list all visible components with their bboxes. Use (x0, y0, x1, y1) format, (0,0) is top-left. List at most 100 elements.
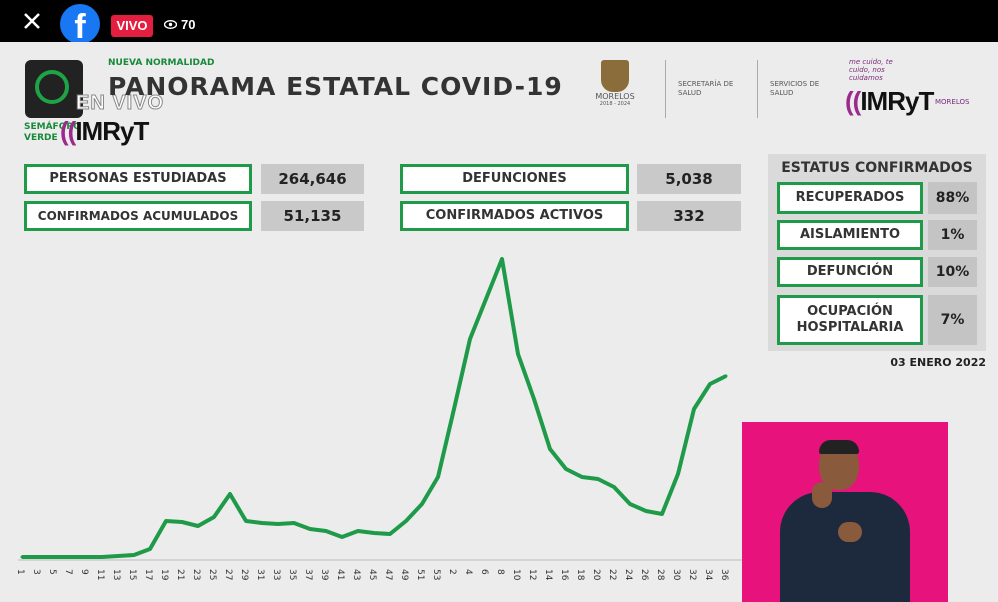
stat-value-activos: 332 (637, 201, 741, 231)
chart-tick-label: 29 (239, 569, 249, 581)
chart-point (580, 475, 584, 479)
estatus-label-defuncion: DEFUNCIÓN (777, 257, 923, 287)
chart-tick-label: 35 (287, 569, 297, 580)
chart-point (148, 547, 152, 551)
chart-tick-label: 4 (463, 569, 473, 575)
chart-point (564, 467, 568, 471)
page-subtitle: NUEVA NORMALIDAD (108, 58, 215, 68)
chart-tick-label: 12 (527, 569, 537, 580)
chart-point (276, 522, 280, 526)
chart-point (36, 555, 40, 559)
estatus-title: ESTATUS CONFIRMADOS (781, 160, 973, 176)
chart-tick-label: 30 (671, 569, 681, 581)
report-date: 03 ENERO 2022 (890, 356, 986, 369)
eye-icon (164, 20, 177, 29)
chart-tick-label: 45 (367, 569, 377, 580)
chart-tick-label: 51 (415, 569, 425, 580)
chart-point (628, 502, 632, 506)
chart-point (388, 532, 392, 536)
chart-point (68, 555, 72, 559)
stat-label-estudiadas: PERSONAS ESTUDIADAS (24, 164, 252, 194)
chart-tick-label: 36 (719, 569, 729, 581)
chart-tick-label: 20 (591, 569, 601, 581)
chart-tick-label: 27 (223, 569, 233, 580)
estatus-value-defuncion: 10% (928, 257, 977, 287)
chart-point (260, 521, 264, 525)
estatus-value-ocupacion: 7% (928, 295, 977, 345)
servicios-logo: SERVICIOS DE SALUD (770, 80, 820, 97)
chart-point (180, 520, 184, 524)
live-badge: VIVO (111, 15, 153, 37)
chart-tick-label: 3 (31, 569, 41, 575)
close-icon[interactable] (22, 11, 42, 31)
chart-tick-label: 21 (175, 569, 185, 580)
chart-point (660, 512, 664, 516)
morelos-logo-right: MORELOS (935, 98, 970, 106)
semaforo-logo (25, 60, 83, 118)
chart-point (644, 509, 648, 513)
chart-tick-label: 31 (255, 569, 265, 580)
stat-label-activos: CONFIRMADOS ACTIVOS (400, 201, 629, 231)
slogan-logo: me cuido, te cuido, nos cuidamos (849, 58, 893, 82)
imryt-logo-left: ((IMRyT (60, 116, 149, 146)
chart-tick-label: 6 (479, 569, 489, 575)
chart-tick-label: 28 (655, 569, 665, 581)
cases-line-chart: 1 3 5 7 9 11 13 15 17 19 21 23 25 27 29 31 33 35 37 39 41 43 4… (15, 257, 742, 581)
morelos-logo: MORELOS 2018 - 2024 (585, 60, 645, 120)
chart-point (340, 535, 344, 539)
chart-point (116, 554, 120, 558)
estatus-label-ocupacion: OCUPACIÓN HOSPITALARIA (777, 295, 923, 345)
chart-point (548, 447, 552, 451)
chart-tick-label: 16 (559, 569, 569, 581)
page-title: PANORAMA ESTATAL COVID-19 (108, 72, 563, 101)
en-vivo-overlay: EN VIVO (75, 92, 165, 115)
chart-point (372, 531, 376, 535)
chart-tick-label: 5 (47, 569, 57, 575)
chart-point (244, 519, 248, 523)
stat-value-defunciones: 5,038 (637, 164, 741, 194)
chart-tick-label: 43 (351, 569, 361, 580)
logo-divider (665, 60, 666, 118)
chart-tick-label: 53 (431, 569, 441, 580)
chart-tick-label: 39 (319, 569, 329, 581)
stat-label-defunciones: DEFUNCIONES (400, 164, 629, 194)
chart-point (484, 297, 488, 301)
chart-point (308, 527, 312, 531)
chart-point (404, 519, 408, 523)
chart-point (452, 407, 456, 411)
chart-point (292, 521, 296, 525)
chart-point (52, 555, 56, 559)
chart-tick-label: 25 (207, 569, 217, 580)
video-frame[interactable]: 1 3 5 7 9 11 13 15 17 19 21 23 25 27 29 31 33 35 37 39 41 43 4… (0, 42, 998, 602)
chart-tick-label: 18 (575, 569, 585, 581)
chart-point (596, 477, 600, 481)
chart-point (228, 492, 232, 496)
chart-point (532, 397, 536, 401)
chart-tick-label: 34 (703, 569, 713, 581)
chart-tick-label: 2 (447, 569, 457, 575)
chart-point (724, 374, 728, 378)
chart-point (356, 529, 360, 533)
chart-tick-label: 24 (623, 569, 633, 581)
chart-point (516, 352, 520, 356)
chart-point (84, 555, 88, 559)
sign-language-interpreter (742, 422, 948, 602)
chart-tick-label: 49 (399, 569, 409, 581)
chart-tick-label: 7 (63, 569, 73, 575)
player-top-bar: f VIVO 70 (0, 0, 998, 44)
stat-value-estudiadas: 264,646 (261, 164, 364, 194)
facebook-icon[interactable]: f (60, 4, 100, 44)
chart-tick-label: 8 (495, 569, 505, 575)
chart-tick-label: 37 (303, 569, 313, 580)
chart-tick-label: 33 (271, 569, 281, 580)
chart-tick-label: 23 (191, 569, 201, 580)
chart-point (100, 555, 104, 559)
chart-point (20, 555, 24, 559)
chart-tick-label: 11 (95, 569, 105, 580)
chart-point (196, 524, 200, 528)
secretaria-logo: SECRETARÍA DE SALUD (678, 80, 734, 97)
imryt-logo-right: ((IMRyT (845, 86, 934, 116)
chart-tick-label: 1 (15, 569, 25, 575)
chart-point (612, 485, 616, 489)
semaforo-label: SEMÁFORO VERDE (24, 122, 81, 143)
